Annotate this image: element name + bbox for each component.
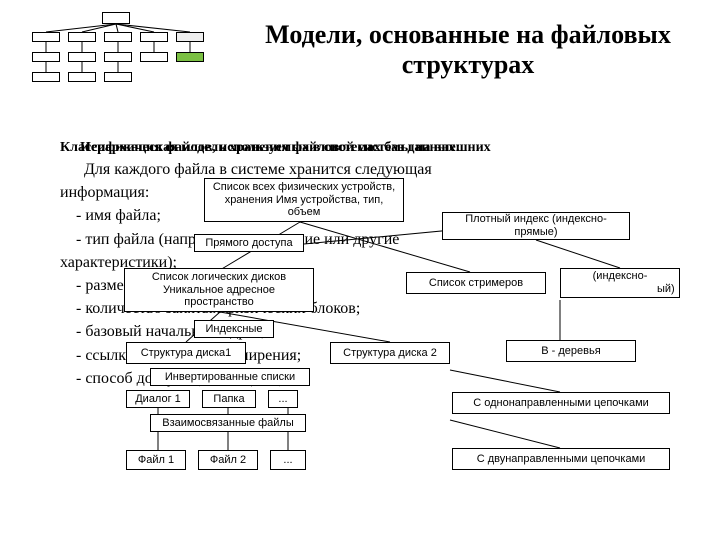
node-n_indexed: Индексные [194,320,274,338]
node-n_dir1: Диалог 1 [126,390,190,408]
node-n_inverted: Инвертированные списки [150,368,310,386]
node-label: Взаимосвязанные файлы [162,417,294,430]
node-n_direct: Прямого доступа [194,234,304,252]
node-n_linked: Взаимосвязанные файлы [150,414,306,432]
thumb-box [102,12,130,24]
node-n_streamers: Список стримеров [406,272,546,294]
node-n_folder: Папка [202,390,256,408]
node-label: Папка [213,393,244,406]
node-n_btree: B - деревья [506,340,636,362]
thumbnail-tree [12,8,212,118]
node-label: Список всех физических устройств, хранен… [209,181,399,219]
node-n_single: С однонаправленными цепочками [452,392,670,414]
node-n_double: С двунаправленными цепочками [452,448,670,470]
node-label: Структура диска 2 [343,347,437,360]
thumb-box [176,52,204,62]
thumb-box [32,52,60,62]
node-label: ... [283,454,292,467]
node-n_sparse: (индексно- ый) [560,268,680,298]
node-label: Список стримеров [429,277,523,290]
node-label: Файл 2 [210,454,246,467]
node-label: B - деревья [541,345,600,358]
node-label: Индексные [205,323,262,336]
thumb-box [104,32,132,42]
thumb-box [68,72,96,82]
node-label: С однонаправленными цепочками [473,397,649,410]
thumb-box [68,32,96,42]
node-label: Структура диска1 [141,347,232,360]
slide-stage: Модели, основанные на файловых структура… [0,0,720,540]
node-label: Плотный индекс (индексно-прямые) [447,213,625,238]
node-n_dense: Плотный индекс (индексно-прямые) [442,212,630,240]
node-n_logdisks: Список логических дисков Уникальное адре… [124,268,314,312]
thumb-box [104,72,132,82]
node-label: Инвертированные списки [165,371,295,384]
node-label: Диалог 1 [135,393,181,406]
thumb-box [32,32,60,42]
node-label: (индексно- ый) [565,270,675,295]
thumb-box [104,52,132,62]
subheading-2: Иерархическая модель хранения файловой с… [80,140,491,156]
node-n_disk2: Структура диска 2 [330,342,450,364]
slide-title: Модели, основанные на файловых структура… [228,20,708,80]
node-n_disk1: Структура диска1 [126,342,246,364]
thumb-box [140,32,168,42]
thumb-box [32,72,60,82]
node-n_root: Список всех физических устройств, хранен… [204,178,404,222]
node-label: ... [278,393,287,406]
thumb-box [68,52,96,62]
node-label: Прямого доступа [205,237,292,250]
node-n_dotsB: ... [270,450,306,470]
thumb-box [140,52,168,62]
thumb-box [176,32,204,42]
thumb-lines-svg [12,8,212,118]
node-n_dotsA: ... [268,390,298,408]
node-label: С двунаправленными цепочками [477,453,646,466]
node-label: Файл 1 [138,454,174,467]
node-n_file1: Файл 1 [126,450,186,470]
node-n_file2: Файл 2 [198,450,258,470]
node-label: Список логических дисков Уникальное адре… [129,271,309,309]
